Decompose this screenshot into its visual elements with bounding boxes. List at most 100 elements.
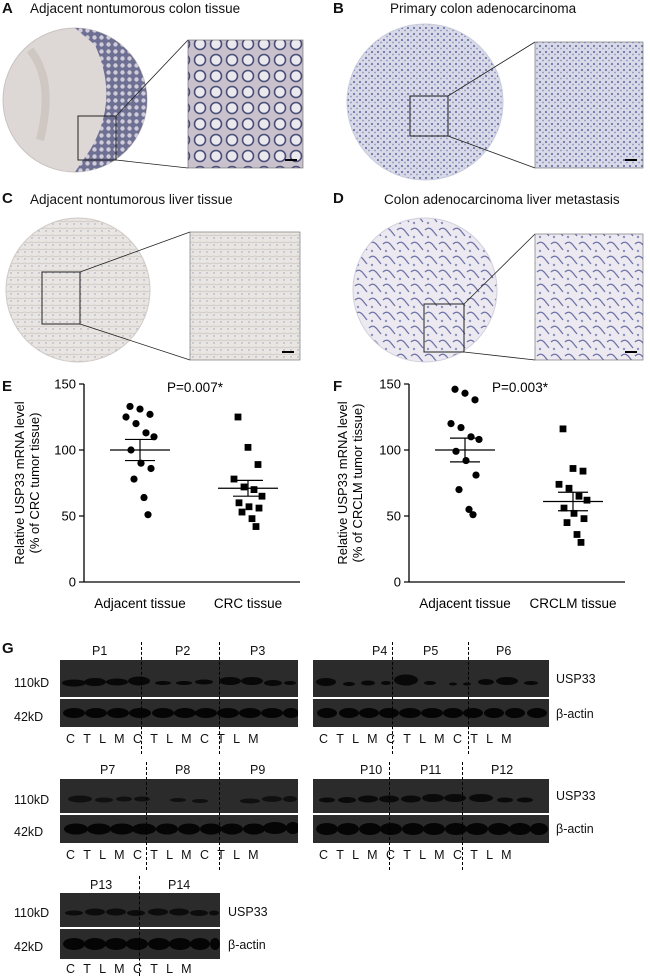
data-point: [146, 410, 154, 418]
data-point: [583, 496, 591, 504]
blot-actin-p1-p3: [60, 699, 298, 727]
kd-label-110: 110kD: [14, 793, 50, 807]
lane-divider: [392, 642, 393, 754]
data-point: [573, 531, 581, 538]
protein-label-actin: β-actin: [228, 938, 266, 952]
panel-d-title: Colon adenocarcinoma liver metastasis: [384, 192, 620, 207]
patient-label-p5: P5: [423, 644, 439, 658]
protein-label-actin: β-actin: [556, 707, 594, 721]
data-point: [471, 396, 479, 404]
data-point: [230, 475, 238, 483]
data-point: [234, 413, 242, 421]
y-tick-label: 0: [394, 575, 401, 590]
data-point: [570, 509, 578, 517]
panel-label-c: C: [2, 190, 13, 207]
lane-divider: [219, 762, 220, 870]
data-point: [244, 443, 252, 451]
x-category-label: CRC tissue: [214, 596, 282, 611]
x-category-label: Adjacent tissue: [419, 596, 511, 611]
data-point: [136, 405, 144, 413]
data-point: [238, 508, 246, 516]
panel-label-d: D: [333, 190, 344, 207]
y-axis-label: (% of CRCLM tumor tissue): [350, 404, 365, 563]
blot-actin-p13-p14: [60, 929, 220, 959]
data-point: [560, 504, 568, 512]
panel-label-f: F: [333, 378, 343, 395]
protein-label-usp33: USP33: [228, 905, 268, 919]
data-point: [469, 511, 477, 519]
protein-label-actin: β-actin: [556, 822, 594, 836]
y-tick-label: 150: [54, 377, 76, 392]
data-point: [559, 425, 567, 433]
data-point: [254, 461, 262, 468]
data-point: [245, 503, 253, 511]
panel-label-g: G: [2, 640, 14, 657]
data-point: [147, 464, 155, 473]
lane-divider: [139, 876, 140, 976]
lane-divider: [219, 642, 220, 754]
data-point: [580, 515, 588, 523]
panel-b-histology-image: [346, 23, 644, 181]
lane-divider: [141, 642, 142, 754]
blot-actin-p7-p9: [60, 815, 298, 843]
y-tick-label: 100: [379, 443, 401, 458]
patient-label-p3: P3: [250, 644, 266, 658]
data-point: [472, 471, 480, 479]
patient-label-p4: P4: [372, 644, 388, 658]
data-point: [457, 423, 465, 432]
data-point: [140, 493, 148, 502]
chart-title: P=0.007*: [167, 380, 224, 395]
data-point: [252, 523, 260, 530]
data-point: [467, 433, 475, 441]
lane-divider: [389, 762, 390, 870]
kd-label-42: 42kD: [14, 825, 44, 839]
y-axis-label: Relative USP33 mRNA level: [335, 401, 350, 564]
patient-label-p10: P10: [360, 763, 383, 777]
data-point: [563, 519, 571, 526]
patient-label-p6: P6: [496, 644, 512, 658]
data-point: [150, 433, 158, 441]
lane-labels-p13-p14: C T L M C T L M: [66, 962, 192, 976]
data-point: [452, 447, 460, 455]
patient-label-p11: P11: [420, 763, 442, 777]
data-point: [122, 413, 130, 421]
kd-label-42: 42kD: [14, 940, 44, 954]
data-point: [465, 505, 473, 513]
x-category-label: Adjacent tissue: [94, 596, 186, 611]
panel-d-histology-image: [352, 217, 644, 363]
y-tick-label: 50: [62, 509, 76, 524]
blot-usp33-p1-p3: [60, 660, 298, 697]
blot-usp33-p13-p14: [60, 893, 220, 927]
data-point: [248, 515, 256, 523]
data-point: [144, 511, 152, 519]
data-point: [250, 486, 258, 493]
data-point: [132, 420, 140, 428]
y-axis-label: (% of CRC tumor tissue): [27, 413, 42, 554]
data-point: [461, 389, 469, 397]
patient-label-p9: P9: [250, 763, 266, 777]
kd-label-110: 110kD: [14, 676, 50, 690]
data-point: [255, 504, 263, 512]
protein-label-usp33: USP33: [556, 789, 596, 803]
y-tick-label: 0: [69, 575, 76, 590]
lane-labels-p4-p6: C T L M C T L M C T L M: [319, 732, 512, 746]
patient-label-p1: P1: [92, 644, 108, 658]
patient-label-p8: P8: [175, 763, 191, 777]
data-point: [475, 435, 483, 444]
data-point: [130, 475, 138, 483]
data-point: [569, 465, 577, 472]
data-point: [142, 429, 150, 437]
patient-label-p2: P2: [175, 644, 191, 658]
data-point: [126, 402, 134, 411]
y-axis-label: Relative USP33 mRNA level: [12, 401, 27, 564]
blot-actin-p10-p12: [313, 815, 549, 843]
blot-usp33-p10-p12: [313, 779, 549, 813]
x-category-label: CRCLM tissue: [529, 596, 616, 611]
data-point: [555, 480, 563, 488]
data-point: [451, 385, 459, 393]
lane-divider: [468, 642, 469, 754]
blot-usp33-p7-p9: [60, 779, 298, 813]
panel-b-title: Primary colon adenocarcinoma: [390, 1, 577, 16]
lane-labels-p1-p3: C T L M C T L M C T L M: [66, 732, 259, 746]
blot-usp33-p4-p6: [313, 660, 549, 697]
